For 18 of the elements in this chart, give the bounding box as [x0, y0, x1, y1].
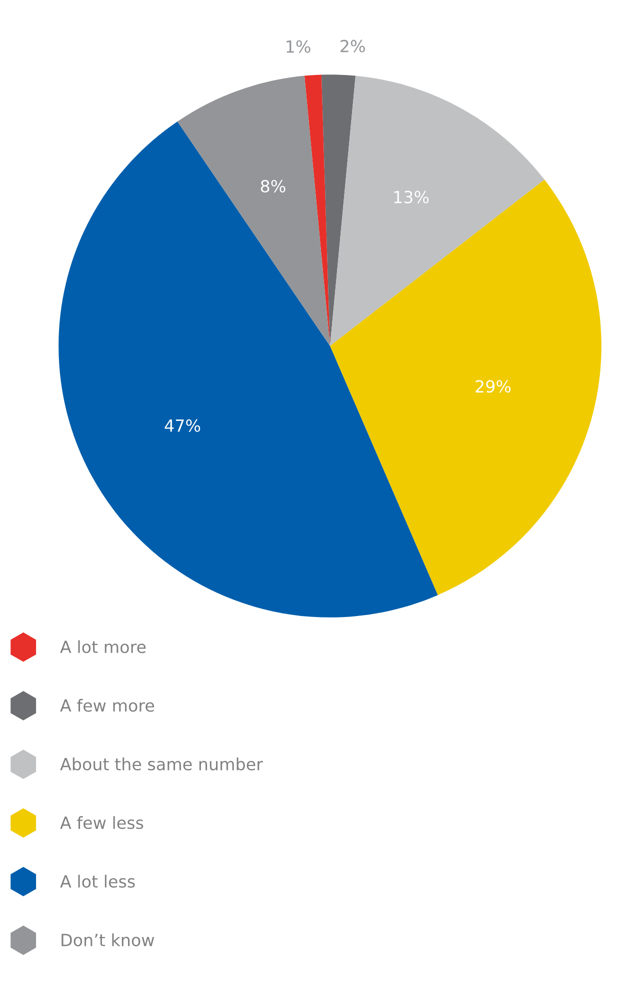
legend-label: Don’t know — [62, 933, 154, 946]
legend-label: About the same number — [60, 758, 263, 770]
legend-label: A few less — [60, 816, 144, 830]
data-label: 1% — [286, 40, 310, 53]
legend-label: A lot less — [60, 874, 135, 888]
data-label: 2% — [340, 40, 365, 52]
data-label: 13% — [394, 190, 429, 204]
pie-slice — [304, 74, 330, 346]
pie-slice — [321, 74, 356, 346]
legend-label: A lot more — [60, 640, 146, 654]
data-label: 47% — [164, 419, 200, 432]
pie-slice — [177, 76, 330, 346]
pie-slice — [58, 122, 438, 618]
pie-slice — [330, 180, 602, 596]
data-label: 8% — [260, 180, 286, 192]
data-label: 29% — [476, 380, 511, 393]
pie-slice — [330, 76, 544, 346]
legend-label: A few more — [60, 698, 154, 712]
